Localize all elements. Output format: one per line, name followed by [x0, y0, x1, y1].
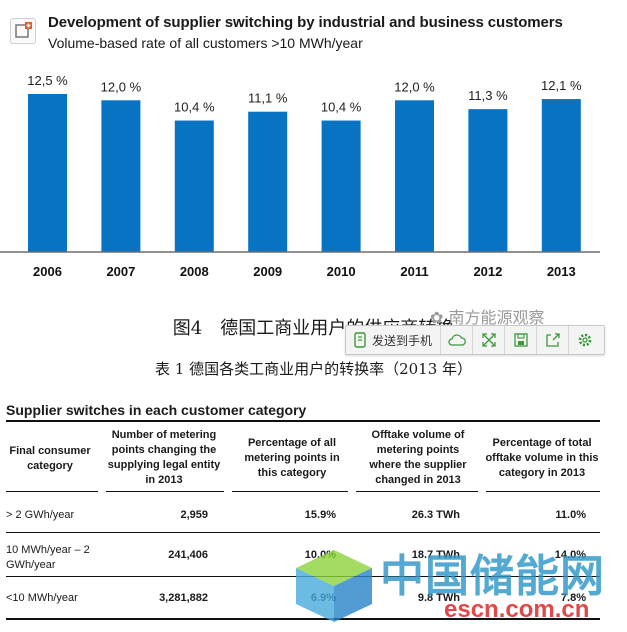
expand-icon — [481, 333, 496, 347]
header-rule-5 — [486, 491, 600, 492]
value-label-2010: 10,4 % — [321, 100, 362, 115]
tick-label-2013: 2013 — [547, 264, 576, 279]
expand-button[interactable] — [473, 326, 506, 354]
header-metering-points-changing: Number of metering points changing the s… — [107, 429, 221, 486]
row1-offtake-volume: 26.3 TWh — [411, 509, 460, 521]
wechat-icon: ✿ — [430, 308, 444, 327]
send-to-phone-button[interactable]: 发送到手机 — [346, 326, 442, 354]
share-button[interactable] — [537, 326, 570, 354]
row1-percentage-offtake: 11.0% — [555, 509, 586, 521]
cloud-button[interactable] — [441, 326, 474, 354]
add-icon[interactable] — [10, 18, 36, 44]
row3-metering-points: 3,281,882 — [159, 592, 208, 604]
table-bottom-rule — [6, 618, 600, 620]
tick-label-2010: 2010 — [327, 264, 356, 279]
settings-button[interactable] — [569, 326, 600, 354]
phone-icon — [354, 332, 366, 348]
row2-metering-points: 241,406 — [168, 549, 208, 561]
tick-label-2009: 2009 — [253, 264, 282, 279]
tick-label-2006: 2006 — [33, 264, 62, 279]
brand-watermark: 中国储能网 — [380, 551, 605, 602]
row3-offtake-volume: 9.8 TWh — [417, 592, 460, 604]
bar-2006 — [28, 94, 67, 252]
cube-logo-icon — [296, 550, 372, 622]
row3-percentage-offtake: 7.8% — [560, 592, 586, 604]
value-label-2009: 11,1 % — [248, 91, 288, 106]
value-label-2013: 12,1 % — [541, 78, 582, 93]
value-label-2012: 11,3 % — [468, 88, 508, 103]
tick-label-2007: 2007 — [106, 264, 135, 279]
image-toolbar: 发送到手机 — [345, 325, 605, 355]
value-label-2007: 12,0 % — [101, 79, 142, 94]
row2-offtake-volume: 18.7 TWh — [411, 549, 460, 561]
tick-label-2012: 2012 — [473, 264, 502, 279]
row3-category: <10 MWh/year — [6, 592, 78, 604]
row-rule-1 — [6, 532, 600, 533]
value-label-2011: 12,0 % — [394, 79, 435, 94]
send-to-phone-label: 发送到手机 — [372, 333, 433, 348]
table-caption: 表 1 德国各类工商业用户的转换率（2013 年） — [154, 360, 473, 378]
save-button[interactable] — [505, 326, 538, 354]
row2-percentage-offtake: 14.0% — [554, 549, 586, 561]
bar-2010 — [321, 120, 361, 252]
save-icon — [513, 333, 528, 347]
header-percentage-offtake-volume: Percentage of total offtake volume in th… — [485, 437, 599, 479]
watermark-text: ✿ 南方能源观察 — [430, 308, 545, 327]
bar-2009 — [248, 111, 288, 252]
row1-category: > 2 GWh/year — [6, 509, 75, 521]
header-rule-1 — [6, 491, 98, 492]
value-label-2006: 12,5 % — [27, 73, 68, 88]
bar-2011 — [395, 100, 434, 252]
bar-chart: 12,5 % 2006 12,0 % 2007 10,4 % 2008 11,1 % 2009… — [0, 73, 600, 279]
bar-2007 — [101, 100, 141, 252]
row1-percentage-points: 15.9% — [304, 509, 336, 521]
bar-2013 — [541, 99, 581, 252]
header-rule-4 — [356, 491, 478, 492]
chart-subtitle: Volume-based rate of all customers >10 M… — [48, 35, 363, 51]
table-title: Supplier switches in each customer categ… — [6, 402, 307, 418]
header-final-consumer-category: Final consumer category — [9, 445, 91, 472]
bar-2008 — [174, 120, 214, 252]
cloud-icon — [447, 334, 466, 346]
row1-metering-points: 2,959 — [180, 509, 208, 521]
row2-category: 10 MWh/year – 2 GWh/year — [6, 544, 90, 571]
share-icon — [545, 333, 560, 347]
settings-icon — [578, 333, 591, 347]
header-rule-2 — [106, 491, 224, 492]
brand-url: escn.com.cn — [444, 596, 590, 623]
tick-label-2008: 2008 — [180, 264, 209, 279]
table-top-rule — [6, 420, 600, 422]
chart-title: Development of supplier switching by ind… — [48, 14, 563, 31]
header-percentage-metering-points: Percentage of all metering points in thi… — [244, 437, 340, 479]
value-label-2008: 10,4 % — [174, 100, 215, 115]
tick-label-2011: 2011 — [400, 264, 428, 279]
bar-2012 — [468, 109, 508, 252]
header-offtake-volume: Offtake volume of metering points where … — [369, 429, 467, 486]
header-rule-3 — [232, 491, 348, 492]
